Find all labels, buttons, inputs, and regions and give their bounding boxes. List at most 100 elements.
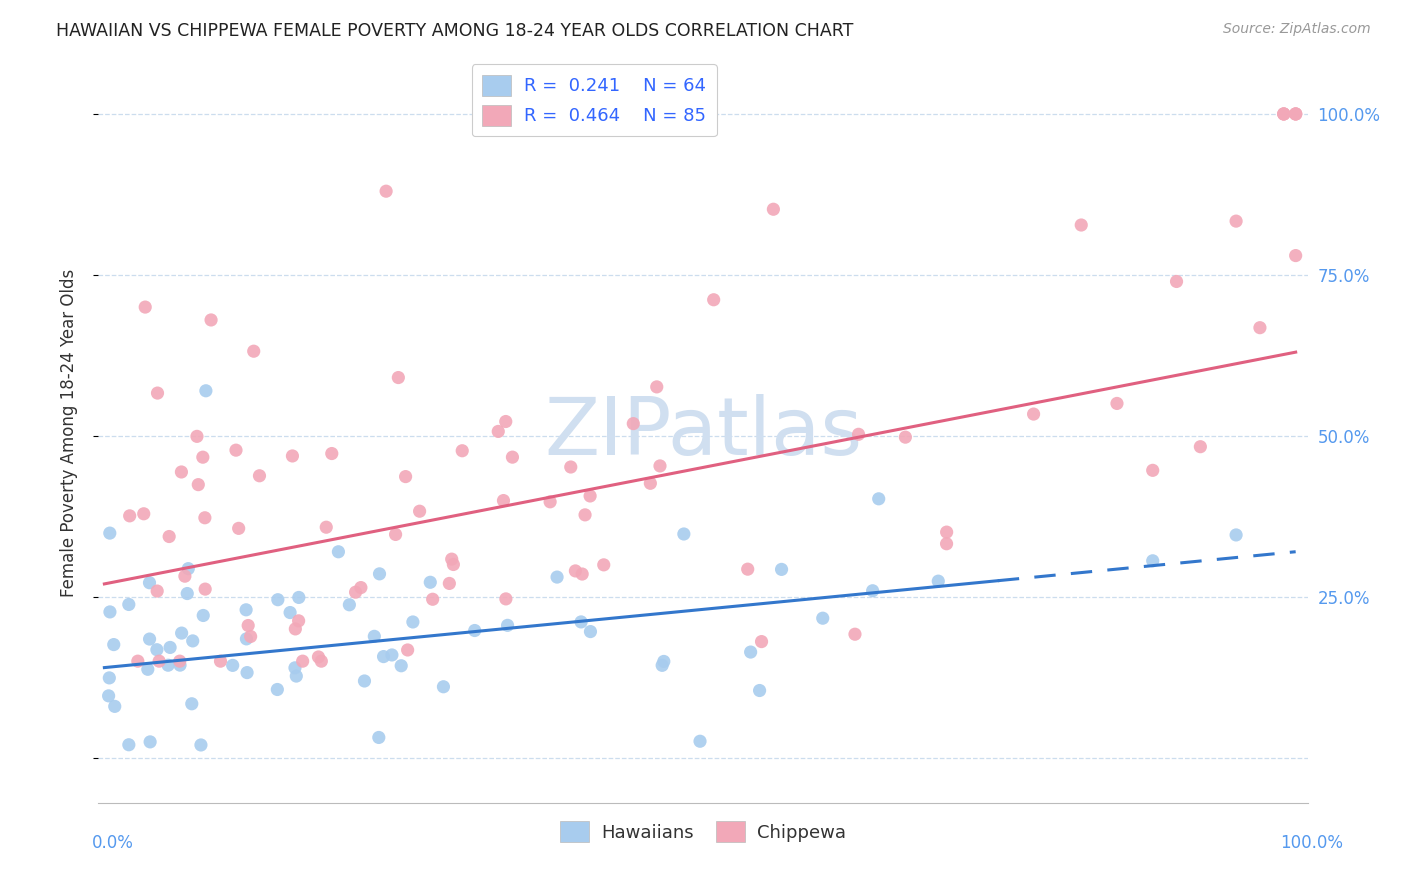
Point: [118, 508, 141, 523]
Point: [495, 591, 517, 606]
Point: [737, 562, 759, 576]
Point: [1249, 320, 1271, 334]
Point: [193, 608, 215, 623]
Point: [441, 558, 464, 572]
Point: [134, 300, 156, 314]
Point: [221, 658, 243, 673]
Point: [97, 689, 120, 703]
Point: [267, 592, 290, 607]
Point: [181, 633, 204, 648]
Point: [103, 638, 125, 652]
Text: Source: ZipAtlas.com: Source: ZipAtlas.com: [1223, 22, 1371, 37]
Point: [194, 582, 217, 596]
Point: [350, 581, 373, 595]
Point: [173, 569, 195, 583]
Point: [402, 615, 425, 629]
Point: [194, 384, 217, 398]
Point: [281, 449, 304, 463]
Point: [546, 570, 568, 584]
Point: [288, 591, 311, 605]
Point: [564, 564, 586, 578]
Point: [311, 654, 333, 668]
Point: [1285, 107, 1308, 121]
Point: [209, 654, 232, 668]
Text: 0.0%: 0.0%: [91, 834, 134, 852]
Point: [592, 558, 614, 572]
Point: [98, 605, 121, 619]
Point: [927, 574, 949, 589]
Point: [187, 477, 209, 491]
Point: [894, 430, 917, 444]
Text: HAWAIIAN VS CHIPPEWA FEMALE POVERTY AMONG 18-24 YEAR OLDS CORRELATION CHART: HAWAIIAN VS CHIPPEWA FEMALE POVERTY AMON…: [56, 22, 853, 40]
Point: [235, 603, 257, 617]
Point: [228, 521, 250, 535]
Point: [373, 649, 395, 664]
Point: [1105, 396, 1128, 410]
Point: [579, 624, 602, 639]
Point: [935, 525, 957, 540]
Point: [651, 658, 673, 673]
Point: [1285, 249, 1308, 263]
Point: [284, 622, 307, 636]
Point: [1189, 440, 1212, 454]
Point: [394, 469, 416, 483]
Point: [645, 380, 668, 394]
Point: [464, 624, 486, 638]
Point: [194, 510, 217, 524]
Point: [127, 654, 149, 668]
Point: [574, 508, 596, 522]
Point: [148, 654, 170, 668]
Point: [235, 632, 257, 646]
Point: [571, 567, 593, 582]
Point: [419, 575, 441, 590]
Point: [239, 630, 262, 644]
Point: [170, 626, 193, 640]
Point: [353, 673, 375, 688]
Point: [389, 658, 412, 673]
Point: [811, 611, 834, 625]
Point: [560, 460, 582, 475]
Point: [104, 699, 127, 714]
Point: [770, 562, 793, 576]
Point: [451, 443, 474, 458]
Point: [408, 504, 430, 518]
Point: [191, 450, 214, 465]
Point: [862, 583, 884, 598]
Point: [751, 634, 773, 648]
Point: [159, 640, 181, 655]
Point: [1272, 107, 1295, 121]
Point: [844, 627, 866, 641]
Point: [190, 738, 212, 752]
Point: [367, 731, 389, 745]
Point: [363, 629, 385, 643]
Point: [291, 654, 314, 668]
Point: [118, 738, 141, 752]
Point: [266, 682, 288, 697]
Point: [98, 526, 121, 541]
Point: [285, 669, 308, 683]
Point: [381, 648, 404, 662]
Point: [368, 566, 391, 581]
Point: [136, 662, 159, 676]
Point: [387, 370, 409, 384]
Point: [422, 592, 444, 607]
Point: [440, 552, 463, 566]
Point: [157, 529, 180, 543]
Point: [177, 561, 200, 575]
Point: [138, 575, 160, 590]
Point: [1272, 107, 1295, 121]
Point: [146, 642, 169, 657]
Point: [648, 458, 671, 473]
Point: [432, 680, 454, 694]
Point: [315, 520, 337, 534]
Point: [238, 618, 260, 632]
Text: 100.0%: 100.0%: [1279, 834, 1343, 852]
Point: [1225, 214, 1247, 228]
Point: [278, 606, 301, 620]
Point: [1142, 463, 1164, 477]
Point: [249, 468, 271, 483]
Point: [169, 654, 191, 668]
Point: [621, 417, 644, 431]
Point: [384, 527, 406, 541]
Point: [200, 313, 222, 327]
